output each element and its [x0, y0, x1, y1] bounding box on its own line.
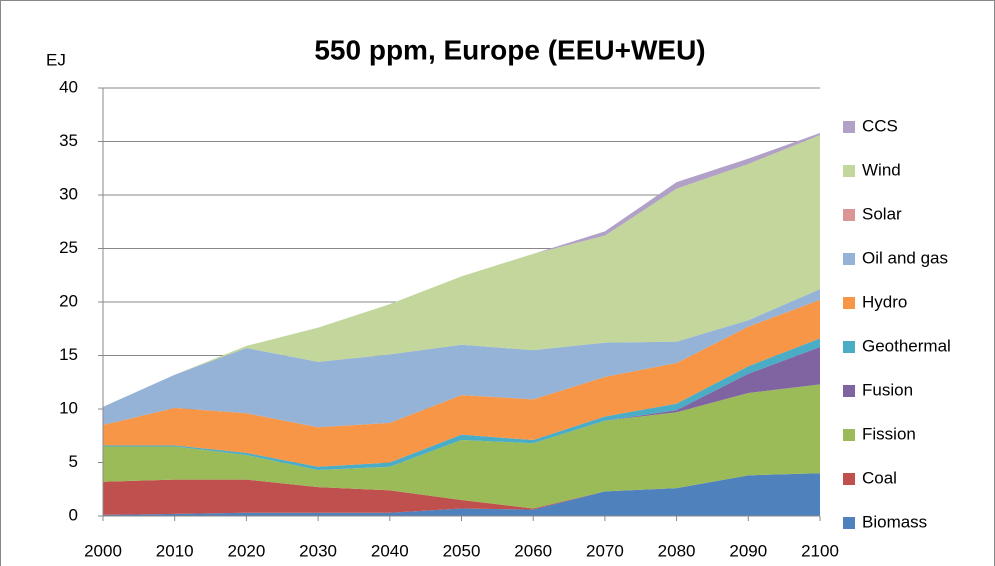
legend-swatch — [843, 385, 855, 397]
area — [103, 132, 820, 407]
area — [103, 299, 820, 467]
area — [103, 135, 820, 407]
legend-swatch — [843, 209, 855, 221]
y-tick-label: 0 — [69, 505, 78, 524]
y-tick-label: 20 — [59, 291, 78, 310]
x-tick-label: 2090 — [729, 541, 767, 560]
y-tick-label: 25 — [59, 238, 78, 257]
legend-swatch — [843, 121, 855, 133]
area — [103, 384, 820, 509]
x-tick-label: 2100 — [801, 541, 839, 560]
y-tick-label: 15 — [59, 345, 78, 364]
legend-swatch — [843, 253, 855, 265]
legend-label: Geothermal — [862, 336, 951, 355]
x-tick-label: 2050 — [443, 541, 481, 560]
x-tick-label: 2000 — [84, 541, 122, 560]
legend-label: Hydro — [862, 292, 907, 311]
legend-swatch — [843, 517, 855, 529]
y-tick-label: 10 — [59, 398, 78, 417]
y-tick-label: 5 — [69, 452, 78, 471]
x-tick-label: 2060 — [514, 541, 552, 560]
chart-title: 550 ppm, Europe (EEU+WEU) — [314, 34, 705, 65]
y-tick-label: 30 — [59, 184, 78, 203]
x-tick-label: 2010 — [156, 541, 194, 560]
y-tick-label: 40 — [59, 77, 78, 96]
x-tick-label: 2020 — [227, 541, 265, 560]
area — [103, 289, 820, 428]
area — [103, 473, 820, 516]
legend-label: Solar — [862, 204, 902, 223]
legend-swatch — [843, 165, 855, 177]
legend-swatch — [843, 341, 855, 353]
area — [103, 473, 820, 515]
area — [103, 338, 820, 470]
legend-label: Wind — [862, 160, 901, 179]
legend-swatch — [843, 297, 855, 309]
legend-label: Fusion — [862, 380, 913, 399]
legend-label: CCS — [862, 116, 898, 135]
legend-swatch — [843, 473, 855, 485]
x-tick-label: 2070 — [586, 541, 624, 560]
x-tick-label: 2080 — [658, 541, 696, 560]
y-tick-label: 35 — [59, 131, 78, 150]
legend-label: Oil and gas — [862, 248, 948, 267]
x-tick-label: 2030 — [299, 541, 337, 560]
legend-label: Coal — [862, 468, 897, 487]
legend-label: Biomass — [862, 512, 927, 531]
legend-swatch — [843, 429, 855, 441]
legend-label: Fission — [862, 424, 916, 443]
y-axis-label: EJ — [46, 50, 66, 69]
x-tick-label: 2040 — [371, 541, 409, 560]
